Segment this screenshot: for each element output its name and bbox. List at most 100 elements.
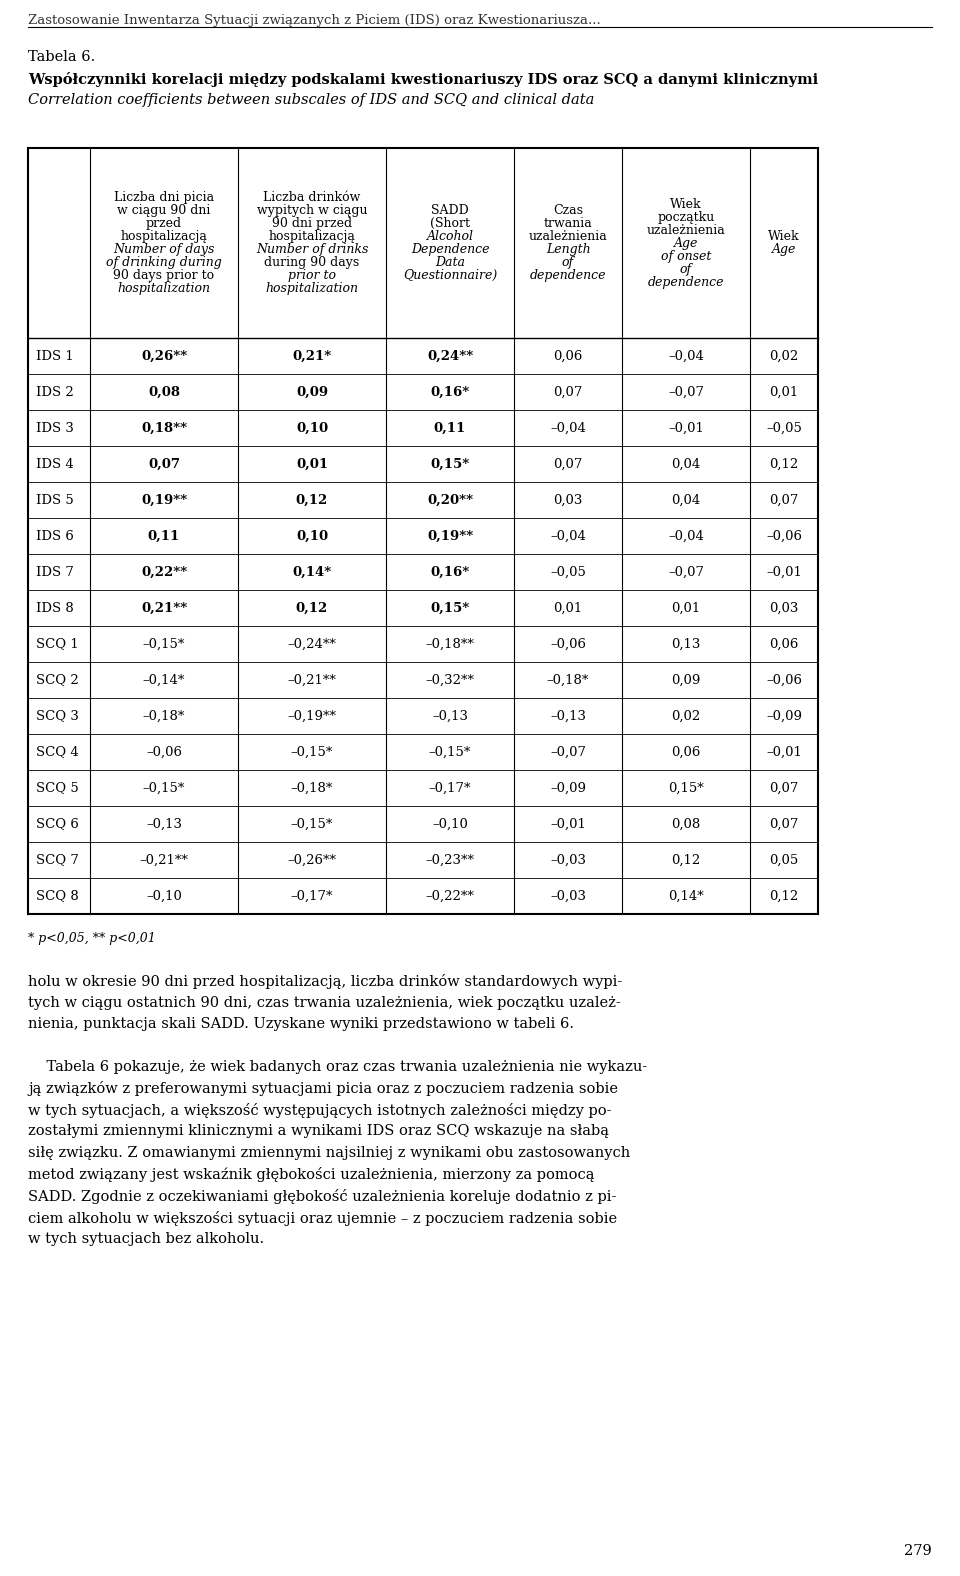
Text: 0,06: 0,06 (671, 745, 701, 758)
Text: –0,10: –0,10 (146, 889, 182, 903)
Text: –0,18**: –0,18** (425, 638, 474, 651)
Text: * p<0,05, ** p<0,01: * p<0,05, ** p<0,01 (28, 931, 156, 946)
Text: 0,05: 0,05 (769, 854, 799, 867)
Text: Length: Length (545, 243, 590, 255)
Text: 0,07: 0,07 (769, 818, 799, 831)
Text: SCQ 3: SCQ 3 (36, 709, 79, 722)
Text: –0,07: –0,07 (550, 745, 586, 758)
Text: Correlation coefficients between subscales of IDS and SCQ and clinical data: Correlation coefficients between subscal… (28, 93, 594, 107)
Text: ją związków z preferowanymi sytuacjami picia oraz z poczuciem radzenia sobie: ją związków z preferowanymi sytuacjami p… (28, 1081, 618, 1097)
Text: –0,05: –0,05 (766, 421, 802, 435)
Text: 0,14*: 0,14* (668, 889, 704, 903)
Text: Number of drinks: Number of drinks (255, 243, 369, 255)
Text: –0,15*: –0,15* (291, 745, 333, 758)
Text: 0,10: 0,10 (296, 530, 328, 542)
Text: zostałymi zmiennymi klinicznymi a wynikami IDS oraz SCQ wskazuje na słabą: zostałymi zmiennymi klinicznymi a wynika… (28, 1125, 609, 1138)
Text: siłę związku. Z omawianymi zmiennymi najsilniej z wynikami obu zastosowanych: siłę związku. Z omawianymi zmiennymi naj… (28, 1146, 631, 1160)
Text: 0,07: 0,07 (148, 457, 180, 471)
Text: 0,15*: 0,15* (430, 457, 469, 471)
Text: of drinking during: of drinking during (107, 255, 222, 269)
Text: 0,06: 0,06 (553, 350, 583, 362)
Text: początku: początku (658, 211, 714, 224)
Text: 0,06: 0,06 (769, 638, 799, 651)
Text: 0,21**: 0,21** (141, 602, 187, 615)
Text: –0,06: –0,06 (146, 745, 182, 758)
Text: Age: Age (772, 243, 796, 255)
Text: IDS 6: IDS 6 (36, 530, 74, 542)
Text: 0,16*: 0,16* (430, 386, 469, 399)
Text: prior to: prior to (288, 269, 336, 282)
Text: –0,09: –0,09 (550, 782, 586, 794)
Text: –0,06: –0,06 (550, 638, 586, 651)
Text: 0,02: 0,02 (769, 350, 799, 362)
Text: SCQ 6: SCQ 6 (36, 818, 79, 831)
Text: –0,04: –0,04 (668, 350, 704, 362)
Text: 0,14*: 0,14* (293, 566, 331, 578)
Text: –0,18*: –0,18* (291, 782, 333, 794)
Text: 0,12: 0,12 (671, 854, 701, 867)
Text: metod związany jest wskaźnik głębokości uzależnienia, mierzony za pomocą: metod związany jest wskaźnik głębokości … (28, 1168, 594, 1182)
Text: nienia, punktacja skali SADD. Uzyskane wyniki przedstawiono w tabeli 6.: nienia, punktacja skali SADD. Uzyskane w… (28, 1017, 574, 1031)
Text: hospitalizacją: hospitalizacją (121, 230, 207, 243)
Text: Number of days: Number of days (113, 243, 215, 255)
Text: of onset: of onset (660, 249, 711, 263)
Text: –0,01: –0,01 (668, 421, 704, 435)
Text: Questionnaire): Questionnaire) (403, 269, 497, 282)
Text: dependence: dependence (648, 276, 724, 288)
Text: Data: Data (435, 255, 465, 269)
Text: IDS 1: IDS 1 (36, 350, 74, 362)
Text: 90 days prior to: 90 days prior to (113, 269, 215, 282)
Text: –0,15*: –0,15* (291, 818, 333, 831)
Text: –0,17*: –0,17* (429, 782, 471, 794)
Text: 0,03: 0,03 (553, 493, 583, 506)
Text: –0,23**: –0,23** (425, 854, 474, 867)
Text: Czas: Czas (553, 203, 583, 217)
Text: holu w okresie 90 dni przed hospitalizacją, liczba drinków standardowych wypi-: holu w okresie 90 dni przed hospitalizac… (28, 974, 622, 990)
Text: –0,07: –0,07 (668, 566, 704, 578)
Text: w tych sytuacjach bez alkoholu.: w tych sytuacjach bez alkoholu. (28, 1232, 264, 1247)
Text: ciem alkoholu w większości sytuacji oraz ujemnie – z poczuciem radzenia sobie: ciem alkoholu w większości sytuacji oraz… (28, 1210, 617, 1226)
Text: SADD. Zgodnie z oczekiwaniami głębokość uzależnienia koreluje dodatnio z pi-: SADD. Zgodnie z oczekiwaniami głębokość … (28, 1188, 616, 1204)
Text: –0,15*: –0,15* (143, 638, 185, 651)
Text: 0,03: 0,03 (769, 602, 799, 615)
Text: SCQ 8: SCQ 8 (36, 889, 79, 903)
Text: 0,26**: 0,26** (141, 350, 187, 362)
Text: 0,08: 0,08 (148, 386, 180, 399)
Text: 0,04: 0,04 (671, 493, 701, 506)
Text: during 90 days: during 90 days (264, 255, 360, 269)
Text: –0,21**: –0,21** (139, 854, 188, 867)
Text: w ciągu 90 dni: w ciągu 90 dni (117, 203, 210, 217)
Text: –0,15*: –0,15* (429, 745, 471, 758)
Text: 0,07: 0,07 (769, 782, 799, 794)
Text: –0,05: –0,05 (550, 566, 586, 578)
Text: 0,16*: 0,16* (430, 566, 469, 578)
Text: –0,04: –0,04 (550, 421, 586, 435)
Text: 0,01: 0,01 (671, 602, 701, 615)
Text: IDS 8: IDS 8 (36, 602, 74, 615)
Text: 0,11: 0,11 (434, 421, 467, 435)
Text: –0,01: –0,01 (766, 566, 802, 578)
Text: tych w ciągu ostatnich 90 dni, czas trwania uzależnienia, wiek początku uzależ-: tych w ciągu ostatnich 90 dni, czas trwa… (28, 996, 621, 1010)
Text: 0,09: 0,09 (296, 386, 328, 399)
Text: –0,14*: –0,14* (143, 673, 185, 687)
Text: Liczba dni picia: Liczba dni picia (114, 191, 214, 203)
Text: –0,03: –0,03 (550, 854, 586, 867)
Text: –0,01: –0,01 (550, 818, 586, 831)
Text: Zastosowanie Inwentarza Sytuacji związanych z Piciem (IDS) oraz Kwestionariusza.: Zastosowanie Inwentarza Sytuacji związan… (28, 14, 601, 27)
Text: –0,18*: –0,18* (547, 673, 589, 687)
Text: –0,04: –0,04 (550, 530, 586, 542)
Text: 0,09: 0,09 (671, 673, 701, 687)
Text: 0,01: 0,01 (296, 457, 328, 471)
Text: 0,18**: 0,18** (141, 421, 187, 435)
Text: 0,12: 0,12 (296, 493, 328, 506)
Text: –0,24**: –0,24** (288, 638, 336, 651)
Text: 0,01: 0,01 (769, 386, 799, 399)
Text: 279: 279 (904, 1544, 932, 1559)
Text: IDS 2: IDS 2 (36, 386, 74, 399)
Text: 0,07: 0,07 (553, 457, 583, 471)
Text: SCQ 7: SCQ 7 (36, 854, 79, 867)
Text: 0,02: 0,02 (671, 709, 701, 722)
Text: –0,26**: –0,26** (287, 854, 337, 867)
Text: Współczynniki korelacji między podskalami kwestionariuszy IDS oraz SCQ a danymi : Współczynniki korelacji między podskalam… (28, 72, 818, 87)
Text: 0,07: 0,07 (769, 493, 799, 506)
